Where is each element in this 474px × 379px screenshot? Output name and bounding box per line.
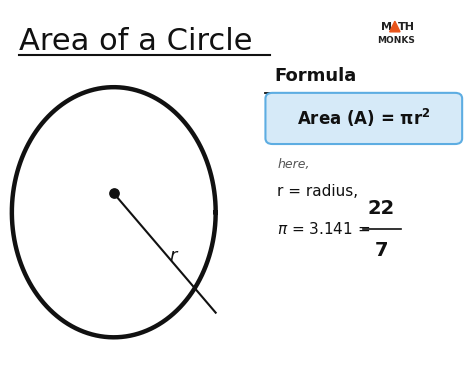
Text: here,: here, — [277, 158, 310, 171]
Text: TH: TH — [398, 22, 415, 31]
Text: r: r — [169, 247, 177, 265]
FancyBboxPatch shape — [265, 93, 462, 144]
Point — [110, 190, 118, 196]
Text: Formula: Formula — [274, 67, 356, 85]
Text: 22: 22 — [368, 199, 395, 218]
Text: Area of a Circle: Area of a Circle — [19, 27, 253, 56]
Text: 7: 7 — [375, 241, 388, 260]
Text: r = radius,: r = radius, — [277, 184, 358, 199]
Text: MONKS: MONKS — [377, 36, 415, 45]
Polygon shape — [390, 21, 400, 32]
Text: Area (A) = $\mathbf{\pi}$r$\mathbf{^2}$: Area (A) = $\mathbf{\pi}$r$\mathbf{^2}$ — [297, 107, 430, 130]
Text: M: M — [381, 22, 392, 31]
Text: $\pi$ = 3.141 =: $\pi$ = 3.141 = — [277, 221, 372, 237]
